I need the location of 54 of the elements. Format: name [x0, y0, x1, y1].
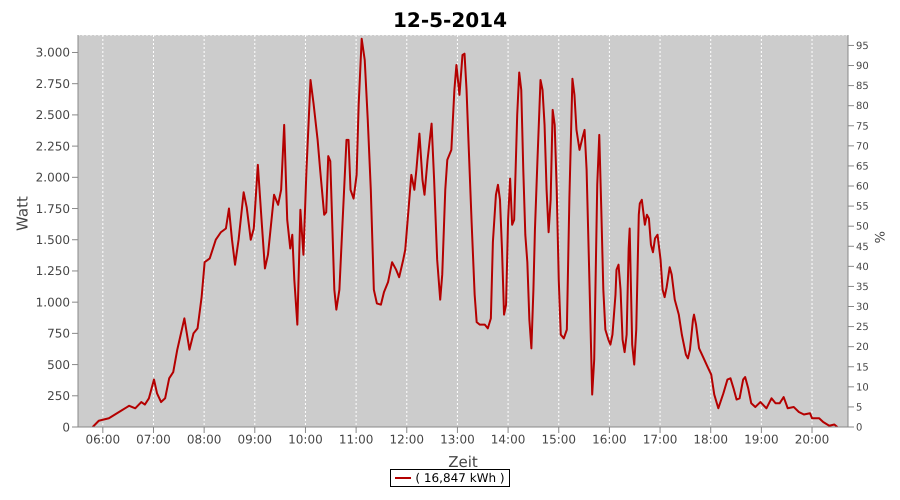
- x-tick-label: 12:00: [389, 432, 424, 447]
- y2-tick-label: 65: [856, 161, 869, 172]
- y2-tick-label: 60: [856, 182, 869, 193]
- x-tick-label: 19:00: [744, 432, 779, 447]
- y2-tick-label: 0: [856, 422, 862, 434]
- legend-label: ( 16,847 kWh ): [415, 471, 505, 485]
- line-series: [92, 38, 838, 427]
- y-tick-label: 500: [47, 358, 70, 372]
- y-tick-label: 2.750: [36, 76, 70, 91]
- x-tick-label: 10:00: [288, 432, 323, 447]
- y2-tick-label: 85: [856, 81, 869, 92]
- chart-title: 12-5-2014: [392, 8, 508, 32]
- y2-tick-label: 95: [856, 40, 869, 52]
- y-tick-label: 750: [47, 326, 70, 341]
- y2-tick-label: 10: [856, 382, 869, 394]
- x-tick-label: 08:00: [186, 432, 222, 447]
- y2-tick-label: 25: [856, 322, 869, 334]
- x-tick-label: 13:00: [440, 432, 475, 447]
- y-tick-label: 1.500: [36, 233, 70, 247]
- x-tick-label: 14:00: [490, 432, 526, 447]
- y-axis-title: Watt: [13, 196, 32, 231]
- y2-tick-label: 50: [856, 222, 869, 233]
- x-tick-label: 16:00: [592, 432, 627, 447]
- x-tick-label: 18:00: [693, 432, 728, 447]
- y2-tick-label: 80: [856, 101, 869, 112]
- y-tick-label: 250: [47, 389, 70, 404]
- y2-tick-label: 5: [856, 402, 862, 414]
- y2-axis-title: %: [874, 231, 889, 244]
- x-tick-label: 17:00: [642, 432, 678, 447]
- y2-tick-label: 90: [856, 61, 869, 72]
- y-tick-label: 0: [62, 420, 70, 434]
- y2-tick-label: 15: [856, 362, 869, 374]
- y2-tick-label: 40: [856, 262, 869, 273]
- y-tick-label: 1.250: [36, 264, 70, 278]
- x-tick-label: 07:00: [136, 432, 171, 447]
- y-tick-label: 2.000: [36, 170, 70, 185]
- y2-tick-label: 30: [856, 302, 869, 314]
- y-tick-label: 3.000: [36, 46, 70, 60]
- y-tick-label: 2.250: [36, 139, 70, 154]
- x-tick-label: 20:00: [794, 432, 830, 447]
- x-tick-label: 09:00: [238, 432, 272, 447]
- x-axis-title: Zeit: [448, 453, 478, 471]
- y-tick-label: 1.750: [36, 202, 70, 216]
- y2-tick-label: 20: [856, 342, 869, 354]
- y2-tick-label: 35: [856, 282, 869, 293]
- y2-tick-label: 75: [856, 121, 869, 132]
- x-tick-label: 06:00: [86, 432, 120, 447]
- y2-tick-label: 45: [856, 242, 869, 253]
- y2-tick-label: 70: [856, 141, 869, 152]
- y-tick-label: 1.000: [36, 295, 70, 310]
- x-tick-label: 15:00: [541, 432, 576, 447]
- x-tick-label: 11:00: [338, 432, 374, 447]
- y-tick-label: 2.500: [36, 108, 70, 122]
- y2-tick-label: 55: [856, 202, 869, 213]
